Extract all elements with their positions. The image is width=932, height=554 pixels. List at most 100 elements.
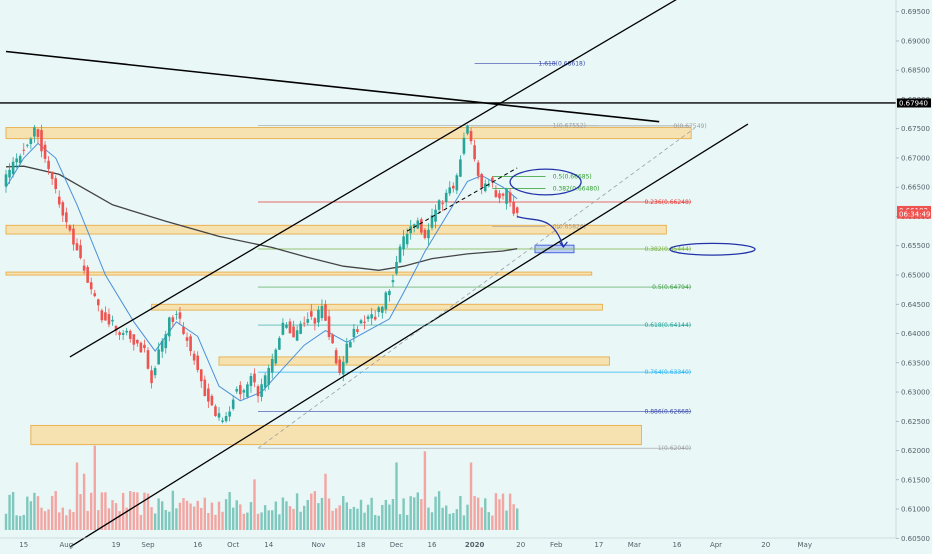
fib-label: 0.236(0.66248)	[644, 199, 691, 206]
candle-body	[125, 330, 128, 333]
volume-bar	[295, 493, 299, 530]
volume-bar	[90, 492, 93, 530]
candle-body	[384, 292, 388, 310]
volume-bar	[100, 492, 104, 530]
candle-body	[29, 138, 33, 145]
candle-body	[61, 202, 65, 216]
trendline	[69, 123, 749, 548]
candle-body	[437, 200, 441, 210]
candle-body	[203, 379, 207, 397]
volume-bar	[168, 511, 171, 530]
volume-bar	[164, 510, 167, 530]
volume-bar	[331, 510, 334, 530]
volume-bar	[416, 492, 419, 530]
volume-bar	[334, 508, 338, 530]
candle-body	[299, 323, 302, 334]
volume-bar	[398, 514, 402, 530]
volume-bar	[320, 497, 324, 530]
y-tick-label: 0.64500	[901, 301, 930, 309]
candle-body	[36, 129, 40, 137]
y-tick-label: 0.62000	[901, 447, 930, 455]
volume-bar	[157, 498, 160, 530]
volume-bar	[228, 492, 231, 530]
volume-bar	[466, 504, 469, 530]
candlestick-series	[4, 124, 519, 424]
trendline	[406, 167, 518, 232]
candle-body	[405, 233, 409, 245]
volume-bar	[65, 515, 68, 530]
volume-bar	[146, 493, 150, 530]
fib-label: 0.5(0.66685)	[553, 173, 592, 180]
candle-body	[50, 171, 54, 179]
candle-body	[8, 169, 11, 178]
volume-bar	[437, 491, 441, 530]
volume-bar	[214, 514, 217, 530]
candle-body	[473, 145, 476, 160]
candle-body	[157, 349, 160, 365]
volume-bar	[203, 497, 206, 530]
candle-body	[107, 314, 111, 325]
volume-bar	[338, 505, 341, 530]
volume-bar	[395, 462, 398, 530]
candle-body	[423, 229, 427, 238]
volume-bar	[107, 508, 111, 530]
candle-body	[313, 318, 317, 324]
volume-bar	[384, 499, 388, 530]
volume-bar	[4, 513, 8, 530]
highlight-ellipse	[509, 168, 582, 196]
y-tick-label: 0.61500	[901, 476, 930, 484]
volume-bar	[239, 504, 242, 530]
candle-body	[349, 341, 352, 348]
y-tick-label: 0.68500	[901, 67, 930, 75]
y-tick-label: 0.69500	[901, 8, 930, 16]
candle-body	[4, 174, 8, 187]
volume-bar	[434, 496, 437, 530]
candle-body	[278, 337, 281, 350]
volume-bar	[111, 500, 114, 530]
volume-bar	[281, 497, 285, 530]
candle-body	[402, 236, 405, 250]
candle-body	[427, 229, 430, 239]
candle-body	[455, 175, 459, 191]
candle-body	[466, 125, 469, 134]
candle-body	[146, 350, 150, 369]
candle-body	[334, 350, 338, 364]
candle-body	[43, 144, 47, 159]
candle-body	[487, 185, 491, 187]
x-tick-label: 18	[357, 541, 366, 549]
volume-bar	[317, 503, 320, 530]
volume-bar	[221, 511, 224, 530]
volume-bar	[288, 506, 292, 530]
candle-body	[246, 384, 249, 397]
price-label: 06:34:49	[899, 211, 930, 219]
y-tick-label: 0.61000	[901, 506, 930, 514]
candle-body	[171, 317, 175, 322]
candle-body	[515, 207, 519, 213]
candle-body	[214, 406, 217, 417]
volume-bar	[476, 497, 480, 530]
volume-bar	[33, 492, 36, 530]
fib-label: 0.618(0.64144)	[644, 322, 691, 329]
volume-bar	[224, 499, 228, 530]
candle-body	[430, 215, 434, 228]
volume-bar	[405, 514, 409, 530]
candle-body	[93, 293, 97, 297]
candle-body	[235, 388, 239, 392]
candle-body	[448, 187, 452, 194]
candle-body	[210, 395, 214, 406]
volume-bar	[324, 473, 327, 530]
volume-bar	[143, 492, 146, 530]
y-tick-label: 0.69000	[901, 37, 930, 45]
candle-body	[391, 280, 395, 283]
fib-label: 1(0.62040)	[658, 445, 691, 452]
candle-body	[153, 368, 157, 376]
candle-body	[270, 358, 274, 373]
volume-bar	[409, 496, 412, 530]
volume-series	[4, 445, 519, 530]
candle-body	[118, 332, 121, 336]
candle-body	[15, 158, 18, 163]
x-tick-label: 20	[516, 541, 525, 549]
